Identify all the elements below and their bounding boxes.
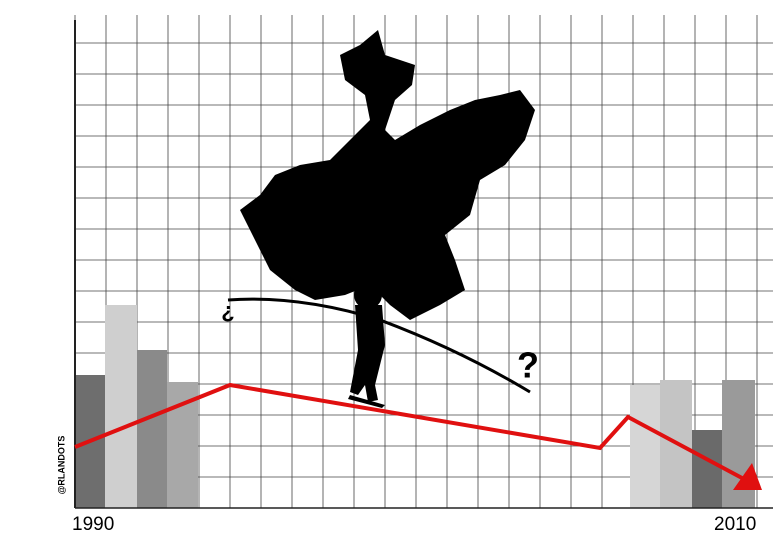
tightrope-walker (348, 281, 385, 408)
bar (692, 430, 722, 508)
bar (630, 385, 660, 508)
end-year: 2010 (714, 514, 756, 535)
open-question-mark: ¿ (221, 298, 234, 323)
signature: @RLANDOTS (56, 436, 66, 495)
close-question-mark: ? (517, 345, 539, 386)
bar (137, 350, 167, 508)
map-silhouette (240, 30, 535, 320)
trend-line (74, 382, 743, 480)
bar (105, 305, 137, 508)
start-year: 1990 (72, 514, 114, 535)
arrow-head (733, 463, 762, 490)
